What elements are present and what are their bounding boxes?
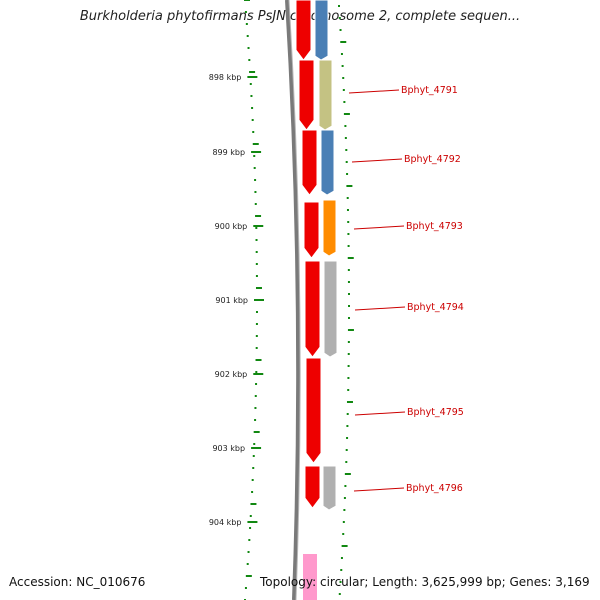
cds-arrow	[298, 59, 315, 131]
ruler-label: 904 kbp	[209, 518, 242, 527]
cds-arrow	[303, 201, 320, 259]
gene-label: Bphyt_4794	[407, 302, 464, 313]
backbone-arc-highlight	[288, 0, 301, 600]
gene-label: Bphyt_4795	[407, 407, 464, 418]
inner-tick-track	[338, 5, 354, 595]
gene-track	[314, 0, 338, 511]
callout-line	[353, 225, 405, 230]
callout-line	[348, 89, 400, 94]
gene-feature	[320, 129, 335, 196]
ruler-label: 898 kbp	[209, 73, 242, 82]
gene-feature	[322, 465, 337, 511]
cds-arrow	[295, 0, 312, 61]
cds-arrow	[304, 465, 321, 509]
gene-label: Bphyt_4792	[404, 154, 461, 165]
gene-label: Bphyt_4791	[401, 85, 458, 96]
ruler-label: 903 kbp	[212, 444, 245, 453]
gene-feature	[322, 199, 337, 257]
kbp-ruler	[247, 76, 264, 523]
outer-tick-track	[244, 0, 262, 600]
cds-track	[295, 0, 322, 600]
gene-feature	[314, 0, 329, 61]
ruler-labels: 898 kbp 899 kbp 900 kbp 901 kbp 902 kbp 903 k…	[209, 73, 248, 527]
gene-feature	[318, 59, 333, 131]
ruler-label: 900 kbp	[215, 222, 248, 231]
ruler-label: 902 kbp	[215, 370, 248, 379]
callout-line	[354, 306, 406, 311]
sequence-info: Topology: circular; Length: 3,625,999 bp…	[260, 575, 590, 589]
cds-arrow	[305, 357, 322, 464]
cds-block-pink	[303, 554, 317, 600]
cds-arrow	[304, 260, 321, 358]
callout-line	[354, 411, 406, 416]
accession-label: Accession: NC_010676	[9, 575, 146, 589]
gene-feature	[323, 260, 338, 358]
gene-label: Bphyt_4793	[406, 221, 463, 232]
callout-line	[351, 158, 403, 163]
cds-arrow	[301, 129, 318, 196]
backbone-arc	[285, 0, 301, 600]
gene-label: Bphyt_4796	[406, 483, 463, 494]
ruler-label: 899 kbp	[212, 148, 245, 157]
gene-callouts: Bphyt_4791 Bphyt_4792 Bphyt_4793 Bphyt_4794…	[348, 85, 464, 494]
callout-line	[353, 487, 405, 492]
ruler-label: 901 kbp	[215, 296, 248, 305]
